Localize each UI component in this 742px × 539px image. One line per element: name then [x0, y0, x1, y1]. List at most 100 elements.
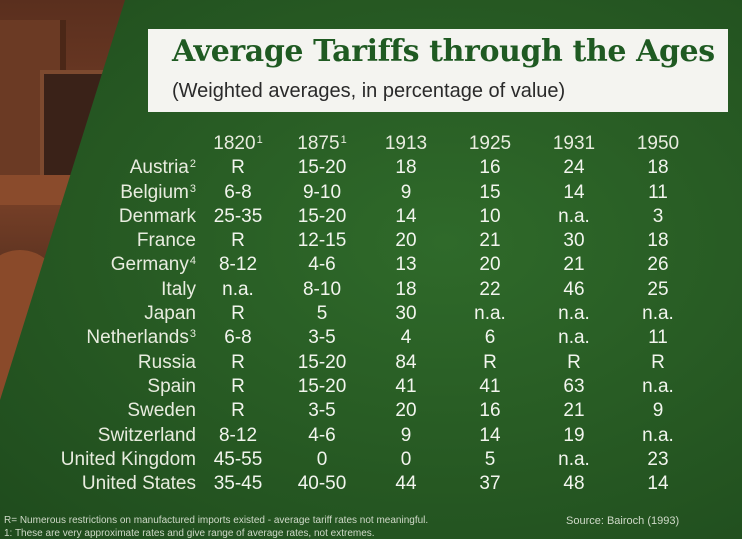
- tariff-cell: 14: [647, 473, 669, 495]
- country-cell: Spain: [147, 375, 196, 397]
- table-row: United States 35-45 40-50 44 37 48 14: [20, 472, 700, 496]
- table-row: Germany4 8-12 4-6 13 20 21 26: [20, 253, 700, 277]
- table-body: Austria2 R 15-20 18 16 24 18 Belgium3 6-8 9-10 9 15…: [20, 156, 700, 496]
- page-title: Average Tariffs through the Ages: [172, 34, 715, 69]
- table-row: Italy n.a. 8-10 18 22 46 25: [20, 278, 700, 302]
- tariff-cell: 20: [395, 230, 417, 252]
- tariff-cell: 11: [648, 327, 668, 349]
- table-row: United Kingdom 45-55 0 0 5 n.a. 23: [20, 448, 700, 472]
- tariff-cell: 26: [647, 254, 669, 276]
- tariff-cell: 45-55: [213, 448, 263, 470]
- tariff-cell: 9-10: [302, 181, 342, 203]
- tariff-cell: R: [231, 230, 245, 252]
- tariff-cell: 5: [484, 448, 496, 470]
- country-cell: Russia: [137, 351, 196, 373]
- country-cell: France: [136, 230, 196, 252]
- tariff-cell: 84: [395, 351, 417, 373]
- tariff-cell: 35-45: [213, 473, 263, 495]
- year-header: 1950: [636, 133, 680, 154]
- tariff-cell: 63: [563, 375, 585, 397]
- country-cell: Italy: [161, 278, 196, 300]
- country-cell: Belgium3: [120, 181, 196, 203]
- footnote-r: R= Numerous restrictions on manufactured…: [4, 515, 429, 526]
- tariff-cell: 30: [563, 230, 585, 252]
- tariff-cell: 8-12: [218, 254, 258, 276]
- country-cell: Sweden: [127, 400, 196, 422]
- tariff-cell: 37: [479, 473, 501, 495]
- source-note: Source: Bairoch (1993): [566, 515, 680, 527]
- table-row: Austria2 R 15-20 18 16 24 18: [20, 156, 700, 180]
- tariff-cell: 41: [479, 375, 501, 397]
- table-row: Switzerland 8-12 4-6 9 14 19 n.a.: [20, 424, 700, 448]
- footnote-marker: 4: [189, 255, 196, 268]
- tariff-cell: R: [231, 400, 245, 422]
- tariff-cell: n.a.: [642, 375, 674, 397]
- tariff-cell: 12-15: [297, 230, 347, 252]
- footnote-marker: 2: [189, 158, 196, 171]
- tariff-cell: 6: [484, 327, 496, 349]
- tariff-cell: n.a.: [222, 278, 254, 300]
- tariff-cell: 18: [647, 230, 669, 252]
- country-cell: Netherlands3: [86, 327, 196, 349]
- footnote-marker: 3: [189, 182, 196, 195]
- tariff-cell: 18: [395, 278, 417, 300]
- tariff-cell: 4-6: [308, 254, 336, 276]
- tariff-cell: 6-8: [224, 327, 252, 349]
- tariff-cell: 6-8: [224, 181, 252, 203]
- tariff-cell: 30: [395, 303, 417, 325]
- tariff-cell: 15-20: [297, 157, 347, 179]
- tariff-cell: 9: [652, 400, 664, 422]
- tariff-table: 18201 18751 1913 1925 1931 1950 Austria2 R 15-2…: [20, 132, 700, 496]
- tariff-cell: 40-50: [297, 473, 347, 495]
- country-cell: United Kingdom: [60, 448, 196, 470]
- tariff-cell: 24: [563, 157, 585, 179]
- tariff-cell: 44: [395, 473, 417, 495]
- tariff-cell: 3-5: [308, 327, 336, 349]
- tariff-cell: 41: [395, 375, 417, 397]
- tariff-cell: 4: [400, 327, 412, 349]
- tariff-cell: 16: [479, 157, 501, 179]
- tariff-cell: 22: [479, 278, 501, 300]
- tariff-cell: 0: [400, 448, 412, 470]
- tariff-cell: R: [231, 303, 245, 325]
- table-row: Sweden R 3-5 20 16 21 9: [20, 399, 700, 423]
- tariff-cell: 21: [479, 230, 501, 252]
- tariff-cell: 5: [316, 303, 328, 325]
- table-row: Japan R 5 30 n.a. n.a. n.a.: [20, 302, 700, 326]
- tariff-cell: n.a.: [642, 303, 674, 325]
- tariff-cell: R: [231, 351, 245, 373]
- tariff-cell: 3-5: [308, 400, 336, 422]
- year-header: 1925: [468, 133, 512, 154]
- tariff-cell: 14: [563, 181, 585, 203]
- table-row: Russia R 15-20 84 R R R: [20, 351, 700, 375]
- tariff-cell: 19: [563, 424, 585, 446]
- tariff-cell: 11: [648, 181, 668, 203]
- tariff-cell: 8-10: [302, 278, 342, 300]
- country-column-header: [20, 132, 196, 156]
- country-cell: Switzerland: [97, 424, 196, 446]
- tariff-cell: 3: [652, 205, 664, 227]
- tariff-cell: n.a.: [642, 424, 674, 446]
- country-cell: Austria2: [129, 157, 196, 179]
- country-cell: Germany4: [110, 254, 196, 276]
- year-header: 18201: [213, 133, 263, 154]
- tariff-cell: 9: [400, 181, 412, 203]
- tariff-cell: n.a.: [558, 327, 590, 349]
- tariff-cell: 25-35: [213, 205, 263, 227]
- tariff-cell: 16: [479, 400, 501, 422]
- table-row: Denmark 25-35 15-20 14 10 n.a. 3: [20, 205, 700, 229]
- tariff-cell: n.a.: [558, 205, 590, 227]
- tariff-cell: 23: [647, 448, 669, 470]
- tariff-cell: R: [567, 351, 581, 373]
- table-row: Netherlands3 6-8 3-5 4 6 n.a. 11: [20, 326, 700, 350]
- country-cell: Japan: [144, 303, 196, 325]
- tariff-cell: n.a.: [558, 303, 590, 325]
- tariff-cell: R: [231, 157, 245, 179]
- tariff-cell: 21: [563, 400, 585, 422]
- year-header: 1913: [384, 133, 428, 154]
- tariff-cell: 15-20: [297, 351, 347, 373]
- tariff-cell: R: [651, 351, 665, 373]
- footnote-marker: 1: [340, 134, 347, 146]
- tariff-cell: 18: [647, 157, 669, 179]
- tariff-cell: 4-6: [308, 424, 336, 446]
